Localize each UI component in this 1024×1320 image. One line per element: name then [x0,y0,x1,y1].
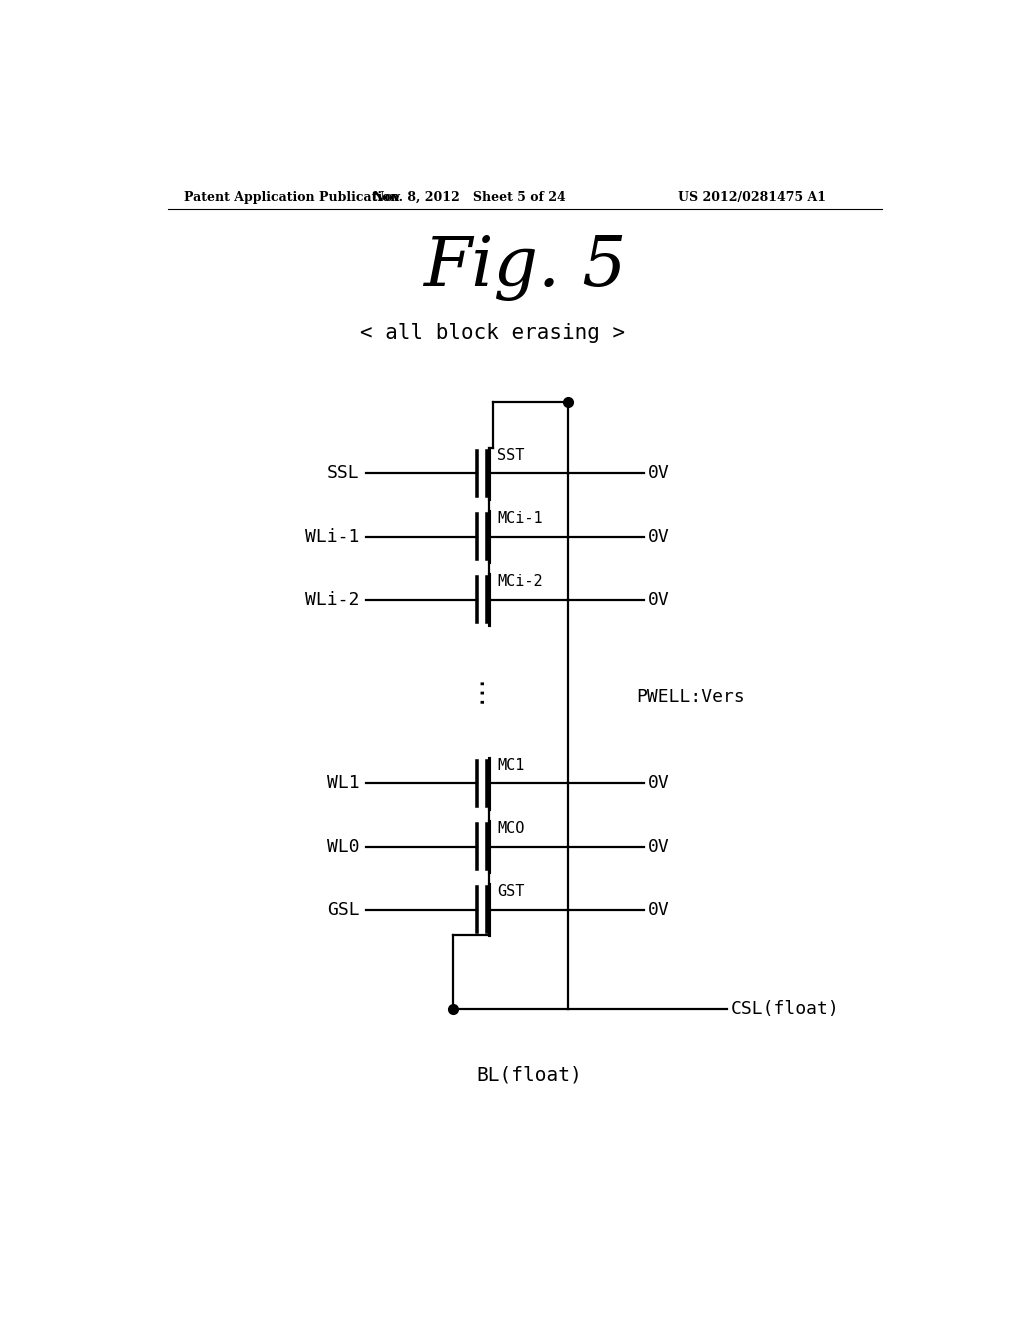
Text: BL(float): BL(float) [476,1065,582,1085]
Text: 0V: 0V [648,775,670,792]
Text: 0V: 0V [648,590,670,609]
Text: Nov. 8, 2012   Sheet 5 of 24: Nov. 8, 2012 Sheet 5 of 24 [373,190,565,203]
Text: 0V: 0V [648,837,670,855]
Text: Patent Application Publication: Patent Application Publication [183,190,399,203]
Text: PWELL:Vers: PWELL:Vers [636,688,744,706]
Text: SST: SST [497,449,524,463]
Text: < all block erasing >: < all block erasing > [360,323,626,343]
Text: CSL(float): CSL(float) [731,1001,840,1018]
Text: 0V: 0V [648,900,670,919]
Text: GSL: GSL [327,900,359,919]
Text: SSL: SSL [327,465,359,483]
Text: WLi-2: WLi-2 [305,590,359,609]
Text: 0V: 0V [648,465,670,483]
Text: 0V: 0V [648,528,670,545]
Text: GST: GST [497,884,524,899]
Text: MCi-2: MCi-2 [497,574,543,589]
Text: Fig. 5: Fig. 5 [423,234,627,301]
Text: MC1: MC1 [497,758,524,774]
Text: MCi-1: MCi-1 [497,511,543,527]
Text: WL0: WL0 [327,837,359,855]
Text: WL1: WL1 [327,775,359,792]
Text: ⋯: ⋯ [467,675,496,702]
Text: WLi-1: WLi-1 [305,528,359,545]
Text: US 2012/0281475 A1: US 2012/0281475 A1 [678,190,826,203]
Text: MCO: MCO [497,821,524,837]
